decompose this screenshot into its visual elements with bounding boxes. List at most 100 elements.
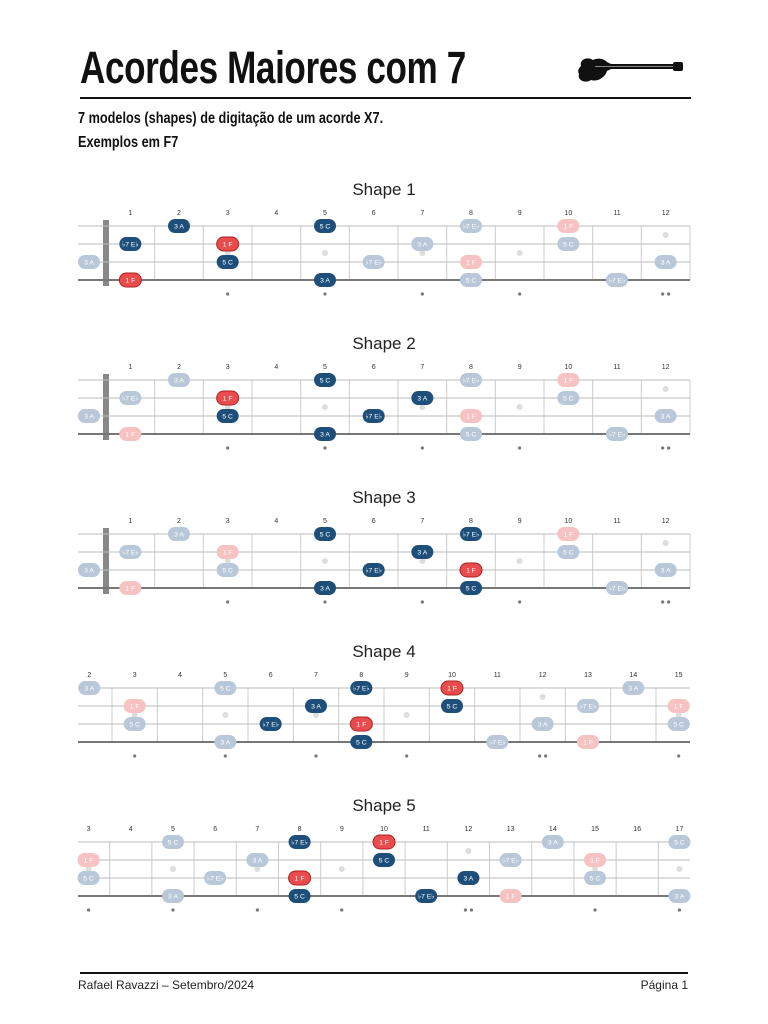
note-pill [216, 390, 240, 406]
note-marker: 3 A [78, 563, 100, 577]
fret-number: 9 [405, 672, 409, 679]
fret-number: 11 [613, 518, 620, 525]
note-marker: 1 F [667, 699, 690, 713]
fret-number: 9 [518, 518, 522, 525]
note-marker: ♭7 E♭ [119, 237, 142, 251]
note-label: 3 A [174, 378, 184, 385]
inlay-dot [322, 404, 328, 410]
inlay-dot [254, 866, 261, 872]
note-pill [119, 391, 142, 405]
fret-number: 15 [675, 672, 683, 679]
fret-number: 14 [629, 672, 637, 679]
note-marker: 3 A [654, 255, 677, 269]
note-pill [216, 563, 239, 577]
note-pill [288, 889, 311, 903]
note-marker: 5 C [216, 563, 239, 577]
note-pill [168, 219, 190, 233]
footer-divider [80, 972, 688, 974]
note-marker: 5 C [161, 835, 184, 849]
note-marker: ♭7 E♭ [350, 681, 373, 695]
note-pill [204, 871, 227, 885]
note-label: 1 F [590, 858, 600, 865]
note-marker: 3 A [78, 409, 100, 423]
note-marker: 3 A [622, 681, 645, 695]
note-marker: 5 C [557, 545, 580, 559]
note-label: 5 C [294, 894, 305, 901]
fret-number: 3 [226, 364, 230, 371]
note-label: 5 C [563, 550, 574, 557]
fretboard: 3 4 5 6 7 8 9 10 11 12 13 14 15 16 17 5 C ♭7 E♭ 1 F 3 A 5 C… [77, 826, 691, 912]
inlay-dot [465, 848, 472, 854]
inlay-dot [322, 250, 328, 256]
fret-number: 6 [372, 210, 376, 217]
fret-number: 5 [323, 364, 327, 371]
note-marker: 5 C [441, 699, 463, 713]
position-marker [518, 600, 522, 604]
fret-number: 1 [128, 210, 132, 217]
inlay-dot [131, 712, 138, 718]
shape-title: Shape 2 [352, 334, 416, 353]
note-pill [606, 427, 628, 441]
note-marker: 1 F [118, 272, 142, 288]
note-label: 1 F [223, 396, 233, 403]
note-label: 1 F [563, 378, 573, 385]
position-marker [518, 292, 522, 296]
note-label: 1 F [223, 550, 233, 557]
note-label: 5 C [590, 876, 601, 883]
inlay-dot [662, 232, 669, 238]
note-pill [606, 581, 628, 595]
note-label: ♭7 E♭ [463, 223, 480, 231]
position-marker [323, 292, 327, 296]
position-marker [420, 446, 424, 450]
fret-number: 13 [584, 672, 592, 679]
note-pill [668, 835, 691, 849]
note-label: ♭7 E♭ [207, 875, 224, 883]
inlay-dot [322, 558, 328, 564]
note-label: 3 A [538, 722, 548, 729]
note-pill [78, 681, 101, 695]
note-label: 3 A [675, 894, 685, 901]
fret-number: 11 [423, 826, 430, 833]
note-pill [305, 699, 327, 713]
note-marker: 5 C [557, 391, 580, 405]
note-label: 3 A [84, 414, 94, 421]
note-marker: ♭7 E♭ [204, 871, 227, 885]
fret-number: 8 [469, 210, 473, 217]
note-marker: 1 F [440, 680, 464, 696]
position-marker [661, 292, 665, 296]
fret-number: 9 [340, 826, 344, 833]
note-pill [161, 835, 184, 849]
note-marker: 5 C [314, 527, 336, 541]
note-pill [216, 409, 239, 423]
note-pill [373, 853, 395, 867]
footer-author: Rafael Ravazzi – Setembro/2024 [78, 978, 255, 992]
note-marker: 5 C [314, 219, 336, 233]
note-label: 5 C [447, 704, 458, 711]
note-label: ♭7 E♭ [122, 395, 139, 403]
note-label: 3 A [548, 840, 558, 847]
note-pill [667, 717, 690, 731]
fretboard: 2 3 4 5 6 7 8 9 10 11 12 13 14 15 3 A 5 C ♭7 E♭ 1 F 3 A 1 F… [78, 672, 690, 758]
fret-number: 4 [274, 518, 278, 525]
fret-number: 9 [518, 364, 522, 371]
fret-number: 3 [226, 210, 230, 217]
nut [103, 220, 109, 286]
note-marker: 3 A [531, 717, 554, 731]
note-marker: ♭7 E♭ [460, 373, 482, 387]
note-label: ♭7 E♭ [609, 277, 626, 285]
note-pill [362, 563, 385, 577]
position-marker [667, 292, 671, 296]
note-marker: 1 F [119, 581, 142, 595]
note-label: 3 A [417, 396, 427, 403]
note-marker: ♭7 E♭ [499, 853, 522, 867]
note-pill [216, 545, 239, 559]
note-pill [77, 871, 100, 885]
note-marker: 1 F [499, 889, 522, 903]
note-pill [460, 219, 482, 233]
note-label: 5 C [673, 722, 684, 729]
note-pill [168, 527, 190, 541]
note-marker: 1 F [123, 699, 146, 713]
note-label: 1 F [130, 704, 140, 711]
note-pill [362, 255, 385, 269]
